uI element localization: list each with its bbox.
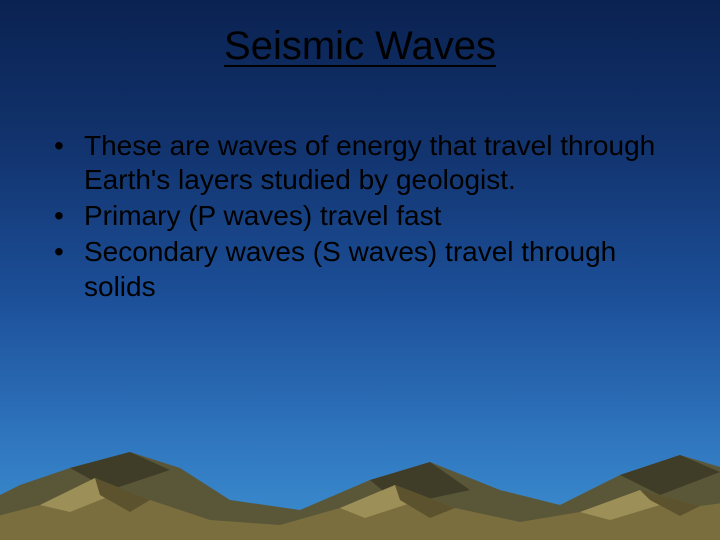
slide-content: Seismic Waves These are waves of energy … xyxy=(0,0,720,540)
bullet-list: These are waves of energy that travel th… xyxy=(0,89,720,304)
bullet-item: Primary (P waves) travel fast xyxy=(50,199,670,233)
bullet-item: These are waves of energy that travel th… xyxy=(50,129,670,197)
slide: Seismic Waves These are waves of energy … xyxy=(0,0,720,540)
bullet-item: Secondary waves (S waves) travel through… xyxy=(50,235,670,303)
slide-title: Seismic Waves xyxy=(0,0,720,89)
